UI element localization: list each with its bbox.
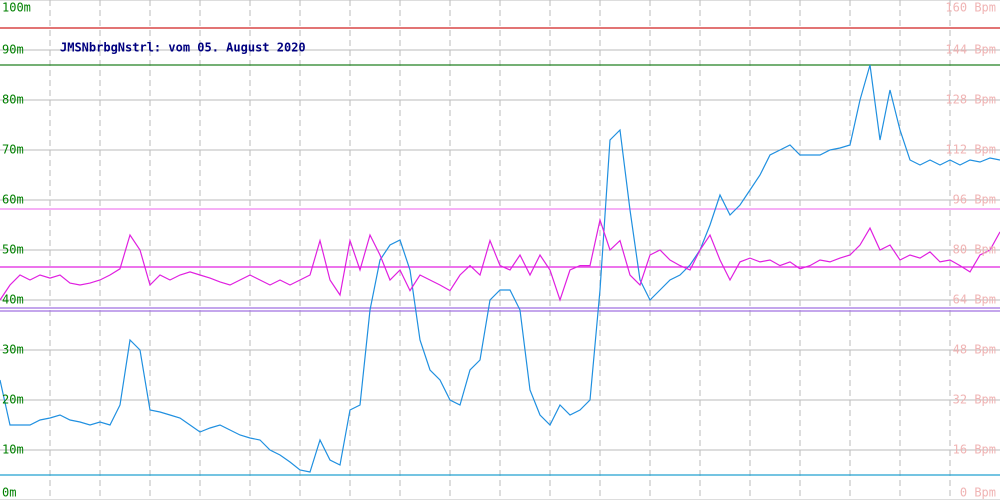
series-line bbox=[0, 217, 1000, 302]
y2-tick-label: 160 Bpm bbox=[945, 1, 996, 15]
y2-tick-label: 16 Bpm bbox=[953, 443, 996, 457]
y-tick-label: 50m bbox=[2, 243, 24, 257]
y-tick-label: 0m bbox=[2, 486, 16, 500]
y-tick-label: 20m bbox=[2, 393, 24, 407]
y-tick-label: 70m bbox=[2, 143, 24, 157]
y-tick-label: 80m bbox=[2, 93, 24, 107]
y2-tick-label: 96 Bpm bbox=[953, 193, 996, 207]
y2-tick-label: 0 Bpm bbox=[960, 486, 996, 500]
y-tick-label: 10m bbox=[2, 443, 24, 457]
y2-tick-label: 112 Bpm bbox=[945, 143, 996, 157]
y2-tick-label: 48 Bpm bbox=[953, 343, 996, 357]
y2-tick-label: 80 Bpm bbox=[953, 243, 996, 257]
chart-title: JMSNbrbgNstrl: vom 05. August 2020 bbox=[60, 41, 306, 55]
y-tick-label: 90m bbox=[2, 43, 24, 57]
y2-tick-label: 128 Bpm bbox=[945, 93, 996, 107]
y2-tick-label: 32 Bpm bbox=[953, 393, 996, 407]
series-line bbox=[0, 64, 1000, 473]
y2-tick-label: 64 Bpm bbox=[953, 293, 996, 307]
y-tick-label: 40m bbox=[2, 293, 24, 307]
y2-tick-label: 144 Bpm bbox=[945, 43, 996, 57]
y-tick-label: 60m bbox=[2, 193, 24, 207]
plot bbox=[0, 27, 1000, 476]
y-tick-label: 30m bbox=[2, 343, 24, 357]
y-tick-label: 100m bbox=[2, 1, 31, 15]
